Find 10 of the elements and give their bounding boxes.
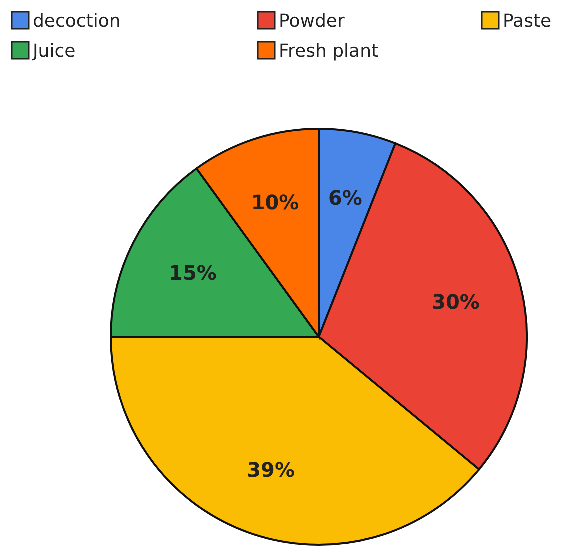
data-label: 39% [247, 458, 296, 482]
legend-label: Fresh plant [279, 41, 379, 62]
data-label: 10% [251, 190, 300, 214]
data-label: 6% [328, 186, 362, 210]
data-label: 30% [432, 290, 480, 314]
legend-label: Juice [32, 41, 76, 62]
legend-label: Paste [503, 11, 552, 32]
data-label: 15% [169, 260, 217, 285]
legend-label: decoction [33, 11, 121, 32]
legend-label: Powder [279, 11, 346, 32]
